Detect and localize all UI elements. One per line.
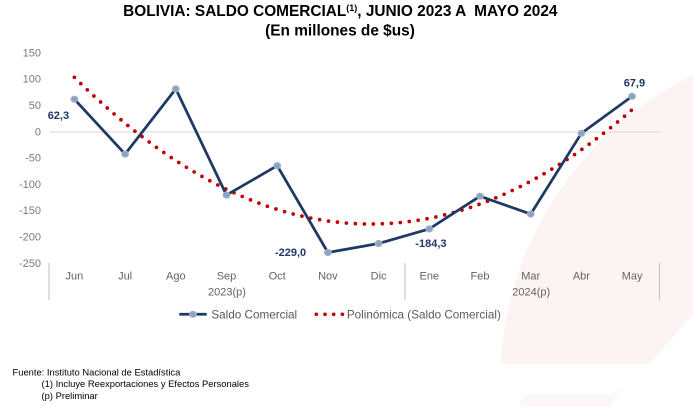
svg-text:100: 100 [23, 74, 41, 86]
svg-text:Polinómica (Saldo Comercial): Polinómica (Saldo Comercial) [347, 309, 501, 322]
svg-text:Abr: Abr [573, 271, 590, 283]
svg-text:Ene: Ene [420, 271, 440, 283]
svg-text:50: 50 [29, 100, 41, 112]
svg-text:0: 0 [35, 126, 41, 138]
svg-text:Oct: Oct [269, 271, 286, 283]
svg-text:Nov: Nov [318, 271, 338, 283]
svg-text:-184,3: -184,3 [415, 238, 446, 250]
svg-text:Mar: Mar [521, 271, 540, 283]
svg-text:Dic: Dic [371, 271, 387, 283]
svg-text:Ago: Ago [166, 271, 186, 283]
svg-text:-150: -150 [19, 205, 41, 217]
svg-text:-50: -50 [25, 153, 41, 165]
svg-text:150: 150 [23, 47, 41, 59]
svg-text:Saldo Comercial: Saldo Comercial [211, 309, 297, 322]
svg-text:2024(p): 2024(p) [512, 287, 550, 299]
svg-text:-229,0: -229,0 [275, 247, 306, 259]
svg-text:67,9: 67,9 [624, 78, 645, 90]
svg-text:May: May [622, 271, 643, 283]
svg-text:(p) Preliminar: (p) Preliminar [42, 390, 98, 401]
svg-text:(En millones de $us): (En millones de $us) [265, 23, 415, 40]
svg-text:-100: -100 [19, 179, 41, 191]
svg-text:-200: -200 [19, 232, 41, 244]
svg-text:62,3: 62,3 [48, 110, 69, 122]
svg-text:Jul: Jul [118, 271, 132, 283]
svg-text:Sep: Sep [217, 271, 237, 283]
svg-text:-250: -250 [19, 258, 41, 270]
svg-text:Jun: Jun [66, 271, 84, 283]
svg-text:BOLIVIA: SALDO COMERCIAL(1), J: BOLIVIA: SALDO COMERCIAL(1), JUNIO 2023 … [123, 3, 558, 20]
svg-text:(1) Incluye Reexportaciones y: (1) Incluye Reexportaciones y Efectos Pe… [42, 378, 250, 389]
svg-text:Feb: Feb [471, 271, 490, 283]
svg-text:2023(p): 2023(p) [208, 287, 246, 299]
svg-text:Fuente: Instituto Nacional de: Fuente: Instituto Nacional de Estadístic… [13, 366, 182, 377]
